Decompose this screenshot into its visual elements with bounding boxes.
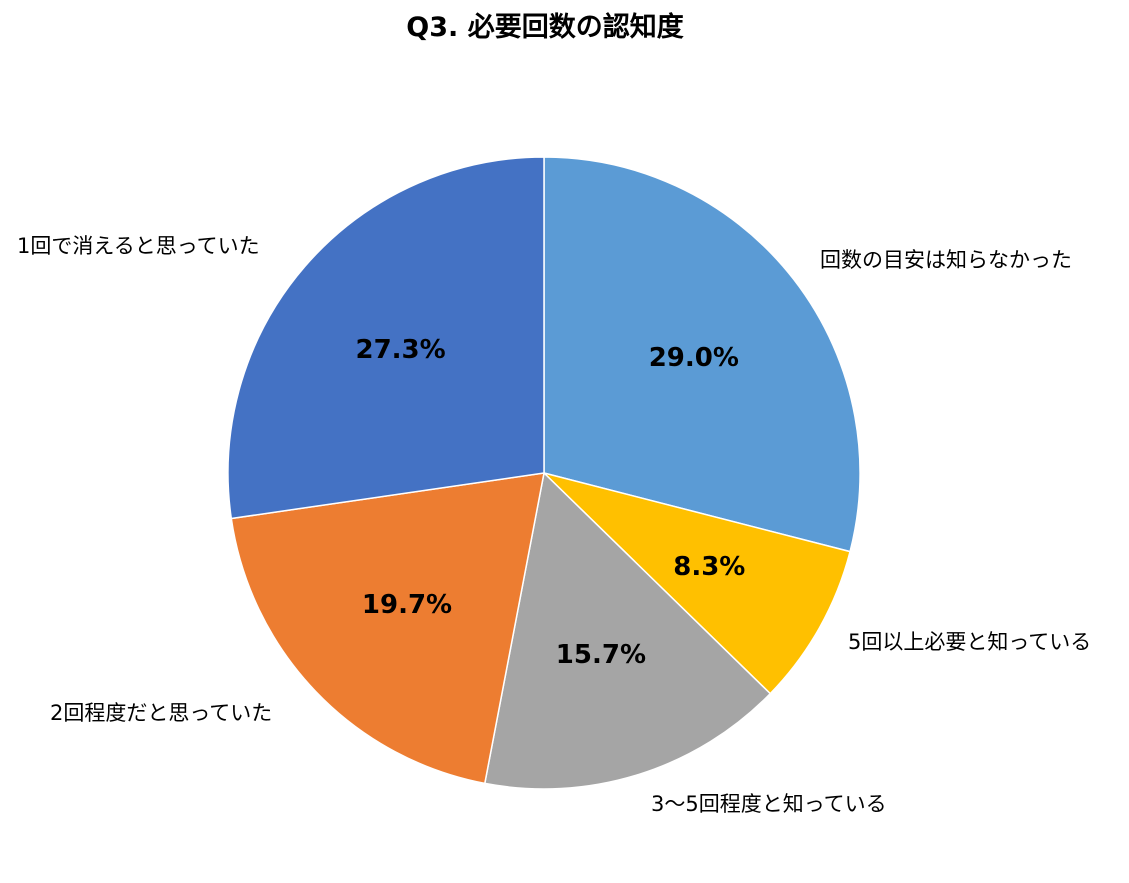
pie-slice-2 bbox=[541, 471, 851, 695]
category-labels: 回数の目安は知らなかった 5回以上必要と知っている 3〜5回程度と知っている 2回程度… bbox=[17, 234, 1091, 816]
slice-value-label: 27.3% bbox=[355, 335, 445, 365]
slice-category-label: 2回程度だと思っていた bbox=[50, 701, 272, 725]
pie-slice-5 bbox=[227, 156, 545, 520]
pie-slice-3 bbox=[483, 471, 772, 790]
pie-slices bbox=[227, 156, 861, 790]
slice-category-label: 1回で消えると思っていた bbox=[17, 234, 260, 258]
slice-value-label: 8.3% bbox=[673, 552, 745, 582]
slice-value-label: 19.7% bbox=[362, 590, 452, 620]
pie-slice-1 bbox=[543, 156, 861, 553]
slice-category-label: 回数の目安は知らなかった bbox=[820, 248, 1072, 272]
percentage-labels: 29.0% 8.3% 15.7% 19.7% 27.3% bbox=[355, 335, 745, 670]
slice-category-label: 3〜5回程度と知っている bbox=[651, 792, 887, 816]
pie-slice-4 bbox=[230, 472, 545, 785]
slice-value-label: 29.0% bbox=[649, 343, 739, 373]
slice-value-label: 15.7% bbox=[556, 640, 646, 670]
chart-title: Q3. 必要回数の認知度 bbox=[406, 12, 684, 43]
slice-category-label: 5回以上必要と知っている bbox=[848, 630, 1091, 654]
